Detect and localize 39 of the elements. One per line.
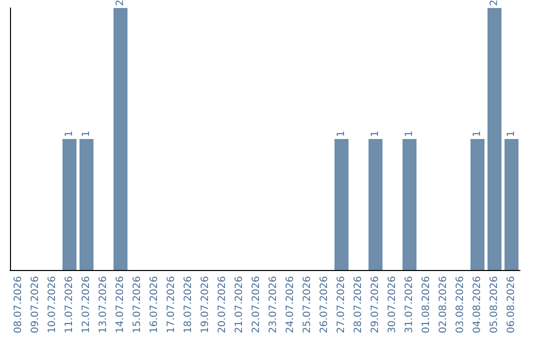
x-tick-label: 11.07.2026 bbox=[64, 276, 75, 334]
x-tick-label: 20.07.2026 bbox=[217, 276, 228, 334]
x-tick-label: 24.07.2026 bbox=[285, 276, 296, 334]
x-tick-label: 01.08.2026 bbox=[421, 276, 432, 334]
x-tick-label: 30.07.2026 bbox=[387, 276, 398, 334]
x-tick-label: 02.08.2026 bbox=[438, 276, 449, 334]
x-tick-label: 17.07.2026 bbox=[166, 276, 177, 334]
x-tick-label: 22.07.2026 bbox=[251, 276, 262, 334]
x-tick-label: 28.07.2026 bbox=[353, 276, 364, 334]
x-tick-label: 13.07.2026 bbox=[98, 276, 109, 334]
data-label: 1 bbox=[81, 130, 92, 137]
x-tick-label: 08.07.2026 bbox=[13, 276, 24, 334]
x-tick-label: 21.07.2026 bbox=[234, 276, 245, 334]
data-label: 2 bbox=[115, 0, 126, 6]
data-label: 2 bbox=[489, 0, 500, 6]
x-tick-label: 14.07.2026 bbox=[115, 276, 126, 334]
x-tick-label: 31.07.2026 bbox=[404, 276, 415, 334]
x-tick-label: 29.07.2026 bbox=[370, 276, 381, 334]
x-tick-label: 26.07.2026 bbox=[319, 276, 330, 334]
x-tick-label: 16.07.2026 bbox=[149, 276, 160, 334]
x-tick-label: 19.07.2026 bbox=[200, 276, 211, 334]
x-tick-label: 15.07.2026 bbox=[132, 276, 143, 334]
x-tick-label: 25.07.2026 bbox=[302, 276, 313, 334]
x-tick-label: 27.07.2026 bbox=[336, 276, 347, 334]
data-label: 1 bbox=[404, 130, 415, 137]
x-tick-label: 09.07.2026 bbox=[30, 276, 41, 334]
x-tick-label: 23.07.2026 bbox=[268, 276, 279, 334]
data-label: 1 bbox=[336, 130, 347, 137]
data-label: 1 bbox=[506, 130, 517, 137]
data-label: 1 bbox=[472, 130, 483, 137]
x-tick-label: 06.08.2026 bbox=[506, 276, 517, 334]
data-label: 1 bbox=[370, 130, 381, 137]
x-tick-label: 03.08.2026 bbox=[455, 276, 466, 334]
x-tick-label: 12.07.2026 bbox=[81, 276, 92, 334]
x-tick-label: 10.07.2026 bbox=[47, 276, 58, 334]
data-label: 1 bbox=[64, 130, 75, 137]
x-tick-label: 18.07.2026 bbox=[183, 276, 194, 334]
x-tick-label: 04.08.2026 bbox=[472, 276, 483, 334]
x-tick-label: 05.08.2026 bbox=[489, 276, 500, 334]
